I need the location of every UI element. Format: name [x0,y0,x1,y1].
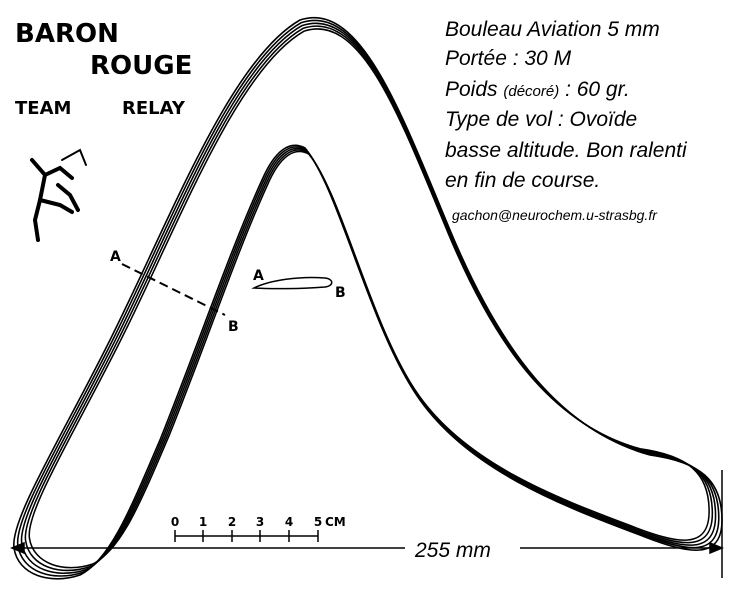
title-baron: BARON [15,19,119,49]
spec-weight-b: (décoré) [503,83,559,100]
team: TEAM [15,98,71,119]
spec-range: Portée : 30 M [445,47,572,70]
scale-unit: CM [325,515,346,529]
title-rouge: ROUGE [90,51,192,81]
relay: RELAY [122,98,186,119]
scale-tick-label: 5 [314,515,322,529]
spec-weight: Poids (décoré) : 60 gr. [445,78,630,101]
spec-material: Bouleau Aviation 5 mm [445,18,660,41]
scale-tick-label: 4 [285,515,293,529]
spec-flight: Type de vol : Ovoïde [445,108,637,131]
scale-tick-label: 0 [171,515,179,529]
scale-tick-label: 2 [228,515,236,529]
email: gachon@neurochem.u-strasbg.fr [452,207,658,223]
profile-b: B [335,285,346,301]
scale-tick-label: 3 [256,515,264,529]
profile-a: A [253,268,264,284]
section-b: B [228,319,239,335]
spec-weight-c: : 60 gr. [559,78,629,101]
logo-figure [30,148,87,242]
dimension-label: 255 mm [414,539,491,562]
section-a: A [110,249,121,265]
airfoil-profile [251,276,333,290]
spec-weight-a: Poids [445,78,503,101]
boomerang-outline [13,17,723,580]
spec-flight-2: basse altitude. Bon ralenti [445,139,688,162]
dimension-line [10,470,724,578]
spec-flight-3: en fin de course. [445,169,600,192]
scale-bar [174,530,319,542]
scale-tick-label: 1 [199,515,207,529]
section-line [121,263,226,316]
